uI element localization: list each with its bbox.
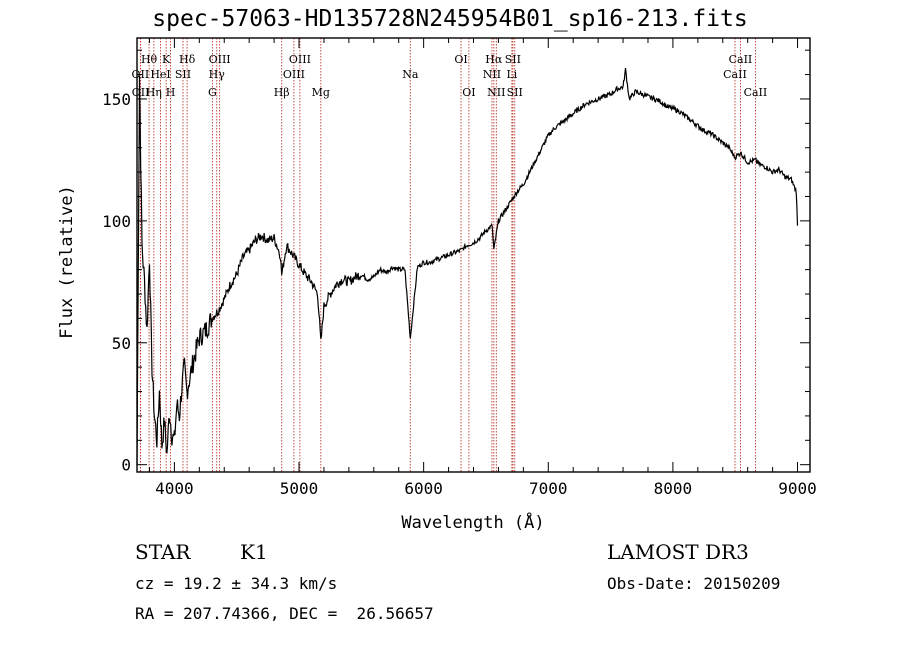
line-label-3: HeI xyxy=(150,68,170,81)
line-label-9: OIII xyxy=(209,53,231,66)
line-label-6: H xyxy=(166,86,176,99)
redshift-value: cz = 19.2 ± 34.3 km/s xyxy=(135,574,338,593)
line-label-15: Mg xyxy=(312,86,330,99)
line-label-26: CaII xyxy=(723,68,747,81)
line-label-0: Hθ xyxy=(141,53,158,66)
axis-ticks: 4000 5000 6000 7000 8000 9000 0 50 100 150 xyxy=(102,38,817,498)
line-label-11: G xyxy=(208,86,217,99)
object-type: STAR xyxy=(135,540,191,564)
object-subclass: K1 xyxy=(240,540,268,564)
line-label-10: Hγ xyxy=(209,68,226,81)
x-tick-label-4000: 4000 xyxy=(155,479,194,498)
line-label-12: Hβ xyxy=(274,86,290,99)
coordinates: RA = 207.74366, DEC = 26.56657 xyxy=(135,604,434,623)
line-label-23: Li xyxy=(506,68,517,81)
x-tick-label-5000: 5000 xyxy=(280,479,319,498)
line-label-22: SII xyxy=(505,53,521,66)
line-label-24: SII xyxy=(507,86,523,99)
x-tick-label-9000: 9000 xyxy=(778,479,817,498)
y-tick-label-150: 150 xyxy=(102,90,131,109)
x-tick-label-8000: 8000 xyxy=(654,479,693,498)
line-label-7: SII xyxy=(175,68,191,81)
line-label-20: NII xyxy=(483,68,501,81)
line-label-8: Hδ xyxy=(179,53,196,66)
y-axis-label: Flux (relative) xyxy=(57,185,77,339)
y-tick-label-0: 0 xyxy=(121,456,131,475)
y-tick-label-100: 100 xyxy=(102,212,131,231)
line-label-25: CaII xyxy=(729,53,753,66)
spectrum-line xyxy=(136,68,799,465)
observation-date: Obs-Date: 20150209 xyxy=(607,574,781,593)
line-label-14: OIII xyxy=(283,68,305,81)
line-label-16: Na xyxy=(402,68,419,81)
plot-frame xyxy=(136,37,811,473)
line-label-5: K xyxy=(162,53,171,66)
line-label-4: Hη xyxy=(146,86,162,99)
survey-name: LAMOST DR3 xyxy=(607,540,749,564)
x-tick-label-7000: 7000 xyxy=(529,479,568,498)
line-label-13: OIII xyxy=(289,53,311,66)
line-label-21: NII xyxy=(487,86,505,99)
line-label-17: OI xyxy=(454,53,467,66)
chart-title: spec-57063-HD135728N245954B01_sp16-213.f… xyxy=(152,6,748,32)
y-tick-label-50: 50 xyxy=(112,334,131,353)
line-label-18: OI xyxy=(462,86,475,99)
x-tick-label-6000: 6000 xyxy=(404,479,443,498)
line-label-19: Hα xyxy=(485,53,503,66)
line-label-27: CaII xyxy=(744,86,768,99)
line-label-2: OII xyxy=(132,86,150,99)
x-axis-label: Wavelength (Å) xyxy=(401,511,544,533)
